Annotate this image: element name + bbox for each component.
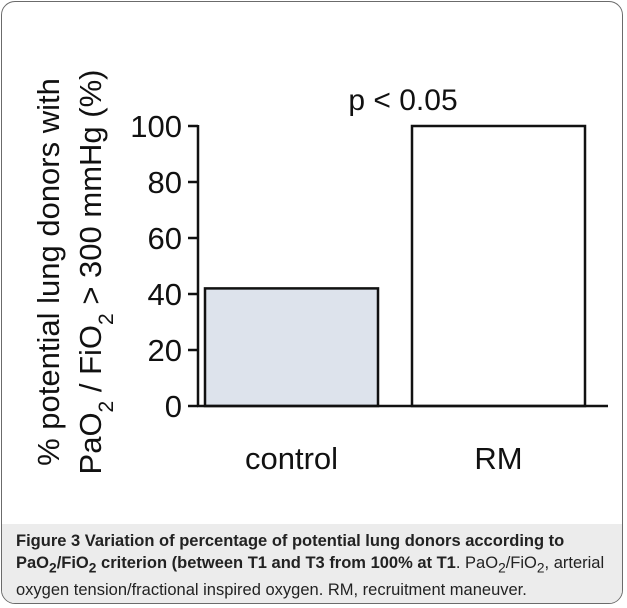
y-axis-label-line1: % potential lung donors with [31, 78, 66, 466]
y-tick-label: 60 [148, 221, 182, 256]
bars [203, 124, 587, 408]
caption-title: Figure 3 Variation of percentage of pote… [16, 532, 565, 576]
y-axis-ticks: 0 20 40 60 80 100 [130, 109, 198, 424]
bar-chart: 0 20 40 60 80 100 control RM p < 0.05 % potent… [31, 70, 608, 476]
x-axis-labels: control RM [245, 441, 523, 476]
y-axis-label-line2: PaO2 / FiO2 > 300 mmHg (%) [73, 70, 118, 475]
y-tick-label: 40 [148, 277, 182, 312]
y-tick-label: 100 [130, 109, 182, 144]
x-tick-label: control [245, 441, 338, 476]
y-tick-label: 80 [148, 165, 182, 200]
significance-annotation: p < 0.05 [348, 84, 457, 117]
y-tick-label: 0 [165, 389, 182, 424]
bar-control [203, 287, 380, 408]
x-tick-label: RM [474, 441, 522, 476]
figure-caption: Figure 3 Variation of percentage of pote… [16, 530, 608, 601]
bar-rm [410, 124, 587, 408]
caption-body: . PaO2/FiO2, arterial oxygen tension/fra… [16, 554, 605, 600]
y-tick-label: 20 [148, 333, 182, 368]
caption-background [2, 524, 622, 603]
